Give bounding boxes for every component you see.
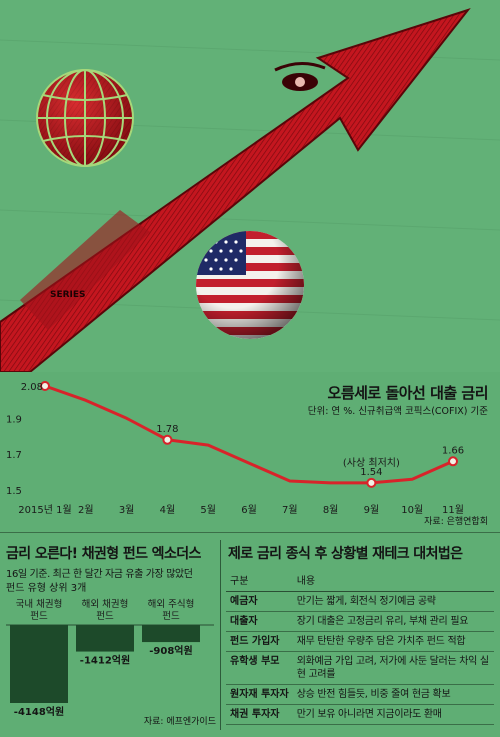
low-annotation: (사상 최저치) — [343, 457, 400, 469]
strategy-title: 제로 금리 종식 후 상황별 재테크 대처법은 — [228, 546, 463, 562]
row-label: 원자재 투자자 — [226, 684, 293, 705]
table-row: 유학생 부모 외화예금 가입 고려, 저가에 사둔 달러는 차익 실현 고려를 — [226, 651, 494, 685]
category-label: 펀드 — [162, 611, 180, 622]
table-row: 대출자 장기 대출은 고정금리 유리, 부채 관리 필요 — [226, 611, 494, 632]
row-text: 장기 대출은 고정금리 유리, 부채 관리 필요 — [292, 611, 494, 632]
x-tick-label: 4월 — [160, 504, 176, 516]
value-label: -908억원 — [149, 644, 192, 657]
x-tick-label: 9월 — [364, 504, 380, 516]
chart-title: 오름세로 돌아선 대출 금리 — [327, 384, 489, 402]
row-text: 재무 탄탄한 우량주 담은 가치주 펀드 적합 — [292, 631, 494, 652]
rate-series-line — [44, 384, 454, 485]
x-tick-label: 2월 — [78, 504, 94, 516]
x-tick-label: 3월 — [119, 504, 135, 516]
category-label: 펀드 — [30, 611, 48, 622]
hero-illustration: SERIES — [0, 8, 471, 373]
x-tick-label: 8월 — [323, 504, 339, 516]
row-text: 만기는 짧게, 회전식 정기예금 공략 — [292, 591, 494, 612]
x-tick-label: 10월 — [401, 504, 423, 516]
bar-panel-title: 금리 오른다! 채권형 펀드 엑소더스 — [6, 546, 201, 562]
bar-panel-subtitle: 펀드 유형 상위 3개 — [6, 583, 87, 594]
data-label: 2.08 — [21, 382, 43, 393]
category-label: 해외 채권형 — [82, 598, 129, 610]
data-label: 1.66 — [442, 445, 464, 456]
data-point-marker — [366, 477, 377, 488]
table-row: 예금자 만기는 짧게, 회전식 정기예금 공략 — [226, 591, 494, 612]
x-tick-label: 2015년 1월 — [18, 504, 71, 516]
outflow-bar — [10, 625, 68, 703]
row-label: 채권 투자자 — [226, 704, 293, 725]
table-row: 채권 투자자 만기 보유 아니라면 지금이라도 환매 — [226, 704, 494, 725]
data-label: 1.54 — [360, 467, 382, 478]
panel-divider — [220, 540, 221, 730]
row-text: 상승 반전 힘들듯, 비중 줄여 현금 확보 — [292, 684, 494, 705]
y-tick-label: 1.7 — [6, 450, 22, 461]
outflow-bar — [76, 625, 134, 652]
x-tick-label: 7월 — [282, 504, 298, 516]
x-tick-label: 11월 — [442, 504, 464, 516]
category-label: 국내 채권형 — [16, 598, 63, 610]
row-label: 펀드 가입자 — [226, 631, 293, 652]
globe-icon — [36, 69, 134, 167]
bar-panel-source: 자료: 에프엔가이드 — [143, 717, 216, 727]
data-label: 1.78 — [156, 424, 178, 435]
us-flag-globe-icon — [196, 231, 304, 339]
row-label: 대출자 — [226, 611, 293, 632]
rate-line-chart: 1.5 1.7 1.9 2015년 1월 2월 3월 4월 5월 6월 7월 8월 9월 10월 11월 2… — [6, 381, 464, 516]
value-label: -4148억원 — [14, 705, 64, 718]
table-header: 내용 — [292, 569, 494, 592]
table-row: 펀드 가입자 재무 탄탄한 우량주 담은 가치주 펀드 적합 — [226, 631, 494, 652]
row-label: 유학생 부모 — [226, 651, 293, 685]
fund-outflow-panel: 금리 오른다! 채권형 펀드 엑소더스 16일 기준. 최근 한 달간 자금 유… — [0, 535, 220, 737]
x-tick-label: 5월 — [200, 504, 216, 516]
data-point-marker — [448, 456, 458, 467]
table-header-row: 구분 내용 — [226, 569, 494, 592]
section-divider — [0, 532, 500, 533]
value-label: -1412억원 — [80, 654, 130, 667]
bar-panel-subtitle: 16일 기준. 최근 한 달간 자금 유출 가장 많았던 — [6, 569, 193, 580]
category-label: 펀드 — [96, 611, 114, 622]
table-row: 원자재 투자자 상승 반전 힘들듯, 비중 줄여 현금 확보 — [226, 684, 494, 705]
chart-source: 자료: 은행연합회 — [424, 517, 488, 527]
table-header: 구분 — [226, 569, 293, 592]
outflow-bar — [142, 625, 200, 643]
arrow-text: SERIES — [50, 290, 86, 300]
illustration-canvas: SERIES — [0, 8, 471, 373]
strategy-table: 구분 내용 예금자 만기는 짧게, 회전식 정기예금 공략 대출자 장기 대출은… — [226, 569, 494, 725]
y-tick-label: 1.5 — [6, 486, 22, 497]
row-text: 만기 보유 아니라면 지금이라도 환매 — [292, 704, 494, 725]
row-label: 예금자 — [226, 591, 293, 612]
row-text: 외화예금 가입 고려, 저가에 사둔 달러는 차익 실현 고려를 — [292, 651, 494, 685]
strategy-panel: 제로 금리 종식 후 상황별 재테크 대처법은 구분 내용 예금자 만기는 짧게… — [222, 535, 500, 737]
category-label: 해외 주식형 — [148, 598, 195, 610]
chart-unit: 단위: 연 %. 신규취급액 코픽스(COFIX) 기준 — [307, 406, 488, 417]
rate-chart-panel: 오름세로 돌아선 대출 금리 단위: 연 %. 신규취급액 코픽스(COFIX)… — [0, 372, 500, 532]
x-tick-label: 6월 — [241, 504, 257, 516]
y-tick-label: 1.9 — [6, 414, 22, 425]
data-point-marker — [40, 381, 50, 391]
data-point-marker — [162, 434, 173, 445]
rising-arrow-icon: SERIES — [0, 8, 471, 373]
